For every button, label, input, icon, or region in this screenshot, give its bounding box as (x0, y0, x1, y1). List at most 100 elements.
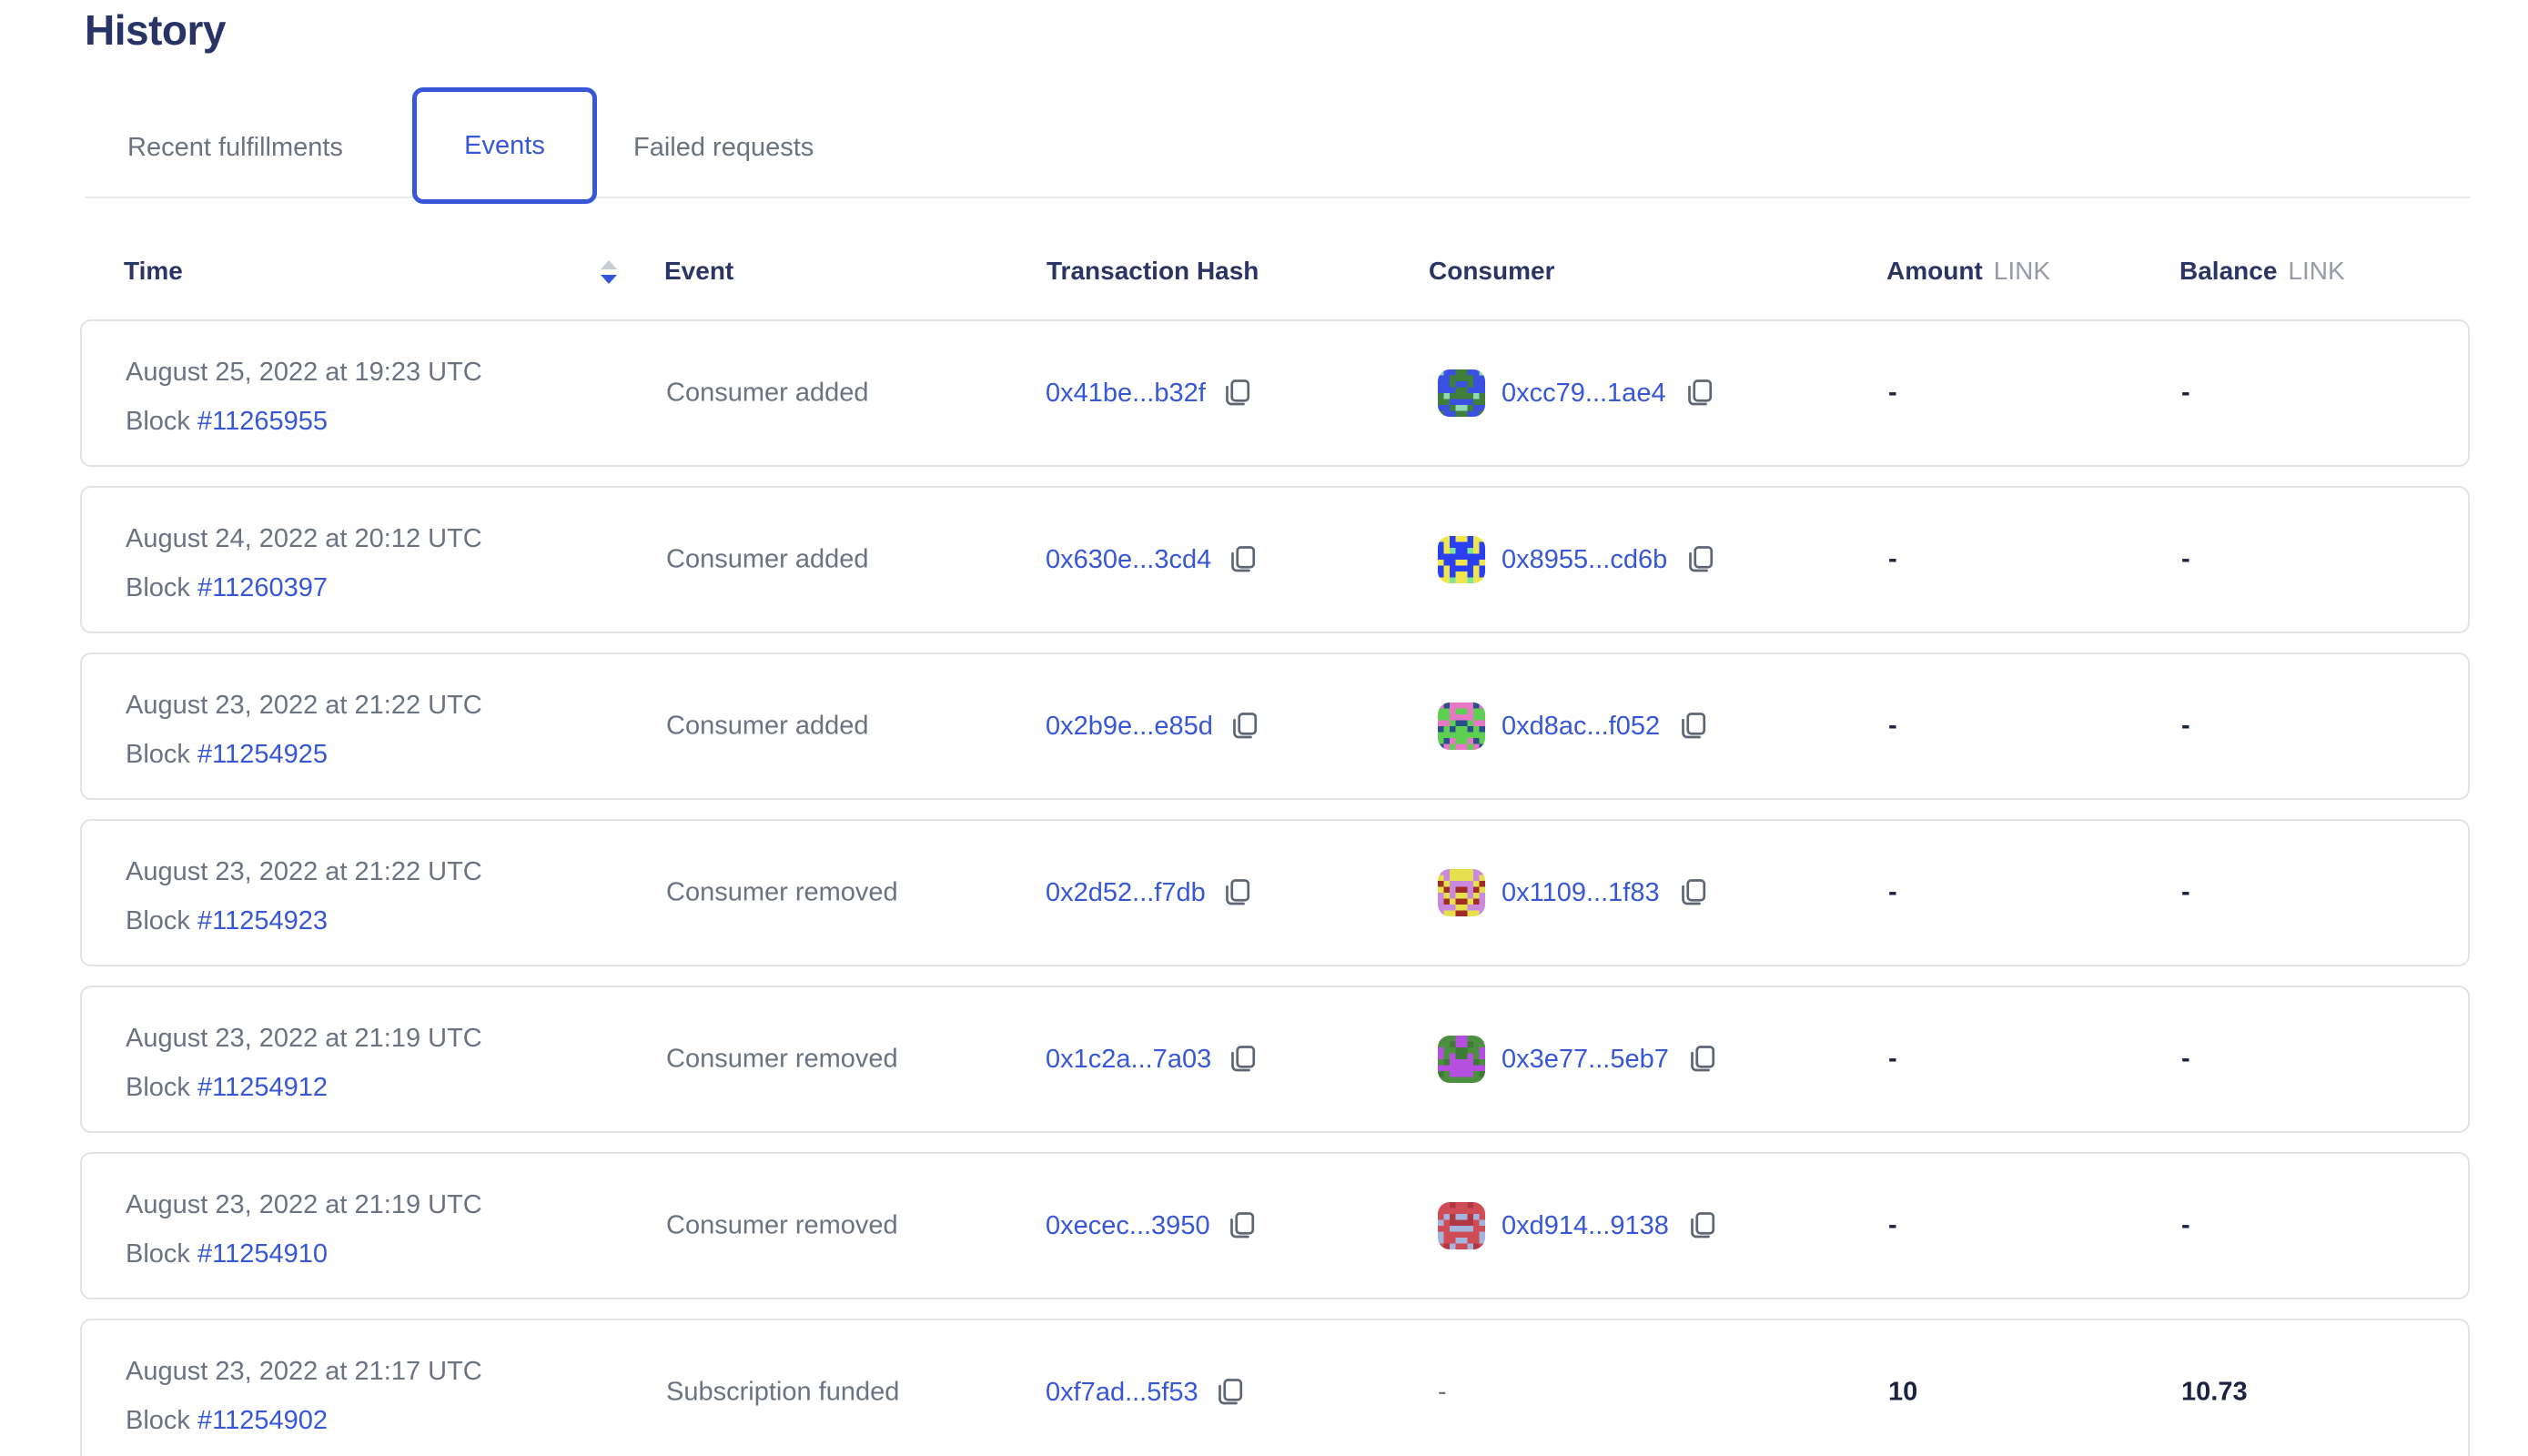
copy-icon[interactable] (1220, 377, 1253, 410)
event-type: Consumer added (666, 711, 869, 741)
consumer-cell: 0xd914...9138 (1438, 1202, 1718, 1249)
consumer-avatar (1438, 1202, 1485, 1249)
event-type: Consumer removed (666, 877, 898, 907)
consumer-address-link[interactable]: 0xd8ac...f052 (1502, 711, 1661, 741)
transaction-hash-cell: 0x41be...b32f (1046, 377, 1253, 410)
tab-failed-requests[interactable]: Failed requests (633, 133, 814, 162)
transaction-hash-cell: 0x2d52...f7db (1046, 876, 1253, 909)
block-link[interactable]: #11254910 (197, 1239, 328, 1269)
transaction-hash-cell: 0x630e...3cd4 (1046, 543, 1259, 576)
amount-value: - (1888, 877, 1897, 907)
sort-descending-icon[interactable] (601, 260, 617, 284)
block-link[interactable]: #11254925 (197, 740, 328, 769)
amount-value: - (1888, 544, 1897, 574)
copy-icon[interactable] (1676, 710, 1709, 743)
page-title: History (85, 6, 226, 54)
balance-value: - (2181, 544, 2190, 574)
amount-value: - (1888, 1210, 1897, 1240)
block-link[interactable]: #11254902 (197, 1406, 328, 1435)
transaction-hash-cell: 0x1c2a...7a03 (1046, 1043, 1259, 1076)
consumer-address-link[interactable]: 0x8955...cd6b (1502, 544, 1668, 574)
event-date: August 23, 2022 at 21:19 UTC (126, 1024, 482, 1053)
balance-value: - (2181, 1210, 2190, 1240)
copy-icon[interactable] (1228, 710, 1260, 743)
consumer-cell: 0xd8ac...f052 (1438, 703, 1709, 750)
tab-recent-fulfillments[interactable]: Recent fulfillments (127, 133, 343, 162)
tx-hash-link[interactable]: 0x630e...3cd4 (1046, 544, 1212, 574)
column-header-balance: Balance LINK (2179, 257, 2345, 285)
block-link[interactable]: #11254912 (197, 1073, 328, 1102)
transaction-hash-cell: 0xecec...3950 (1046, 1209, 1258, 1242)
consumer-cell: 0x8955...cd6b (1438, 536, 1716, 583)
copy-icon[interactable] (1676, 876, 1709, 909)
amount-value: 10 (1888, 1377, 1918, 1407)
table-row: August 25, 2022 at 19:23 UTC Block #1126… (80, 319, 2470, 467)
amount-unit-label: LINK (1993, 257, 2051, 285)
table-row: August 23, 2022 at 21:19 UTC Block #1125… (80, 1152, 2470, 1299)
tab-events-label: Events (464, 130, 545, 160)
consumer-address-link[interactable]: 0xcc79...1ae4 (1502, 378, 1666, 408)
table-row: August 23, 2022 at 21:22 UTC Block #1125… (80, 652, 2470, 800)
consumer-cell: - (1438, 1377, 1447, 1407)
consumer-address-link[interactable]: 0xd914...9138 (1502, 1210, 1669, 1240)
event-type: Subscription funded (666, 1377, 900, 1407)
block-label: Block (126, 573, 190, 602)
block-link[interactable]: #11260397 (197, 573, 328, 602)
copy-icon[interactable] (1226, 543, 1259, 576)
transaction-hash-cell: 0x2b9e...e85d (1046, 710, 1260, 743)
column-header-consumer: Consumer (1429, 257, 1555, 285)
balance-value: 10.73 (2181, 1377, 2248, 1407)
tx-hash-link[interactable]: 0x2d52...f7db (1046, 877, 1206, 907)
event-date: August 25, 2022 at 19:23 UTC (126, 358, 482, 387)
copy-icon[interactable] (1685, 1043, 1718, 1076)
balance-value: - (2181, 378, 2190, 408)
copy-icon[interactable] (1225, 1209, 1258, 1242)
copy-icon[interactable] (1683, 377, 1715, 410)
tx-hash-link[interactable]: 0xecec...3950 (1046, 1210, 1210, 1240)
consumer-cell: 0x3e77...5eb7 (1438, 1036, 1718, 1083)
copy-icon[interactable] (1226, 1043, 1259, 1076)
table-row: August 23, 2022 at 21:19 UTC Block #1125… (80, 986, 2470, 1133)
consumer-avatar (1438, 1036, 1485, 1083)
balance-value: - (2181, 1044, 2190, 1074)
block-label: Block (126, 1406, 190, 1435)
tx-hash-link[interactable]: 0xf7ad...5f53 (1046, 1377, 1198, 1407)
balance-value: - (2181, 711, 2190, 741)
event-type: Consumer added (666, 544, 869, 574)
consumer-avatar (1438, 703, 1485, 750)
amount-value: - (1888, 378, 1897, 408)
block-label: Block (126, 1073, 190, 1102)
copy-icon[interactable] (1220, 876, 1253, 909)
column-header-amount: Amount LINK (1886, 257, 2051, 285)
transaction-hash-cell: 0xf7ad...5f53 (1046, 1376, 1246, 1409)
tx-hash-link[interactable]: 0x1c2a...7a03 (1046, 1044, 1212, 1074)
block-link[interactable]: #11265955 (197, 407, 328, 436)
table-row: August 23, 2022 at 21:22 UTC Block #1125… (80, 819, 2470, 966)
amount-value: - (1888, 711, 1897, 741)
block-link[interactable]: #11254923 (197, 906, 328, 935)
event-date: August 23, 2022 at 21:22 UTC (126, 857, 482, 886)
copy-icon[interactable] (1213, 1376, 1246, 1409)
balance-unit-label: LINK (2288, 257, 2345, 285)
block-label: Block (126, 1239, 190, 1269)
consumer-cell: 0xcc79...1ae4 (1438, 369, 1715, 417)
table-row: August 23, 2022 at 21:17 UTC Block #1125… (80, 1319, 2470, 1456)
tx-hash-link[interactable]: 0x2b9e...e85d (1046, 711, 1213, 741)
tx-hash-link[interactable]: 0x41be...b32f (1046, 378, 1206, 408)
column-header-transaction-hash: Transaction Hash (1047, 257, 1259, 285)
consumer-address-link[interactable]: 0x1109...1f83 (1502, 877, 1660, 907)
tabs-divider (85, 197, 2471, 198)
event-date: August 23, 2022 at 21:19 UTC (126, 1190, 482, 1219)
consumer-cell: 0x1109...1f83 (1438, 869, 1709, 916)
amount-value: - (1888, 1044, 1897, 1074)
consumer-address-link[interactable]: 0x3e77...5eb7 (1502, 1044, 1669, 1074)
column-header-event: Event (664, 257, 734, 285)
copy-icon[interactable] (1684, 543, 1716, 576)
consumer-avatar (1438, 369, 1485, 417)
copy-icon[interactable] (1685, 1209, 1718, 1242)
tab-events[interactable]: Events (412, 87, 597, 204)
consumer-avatar (1438, 869, 1485, 916)
column-header-time[interactable]: Time (124, 257, 183, 285)
consumer-avatar (1438, 536, 1485, 583)
